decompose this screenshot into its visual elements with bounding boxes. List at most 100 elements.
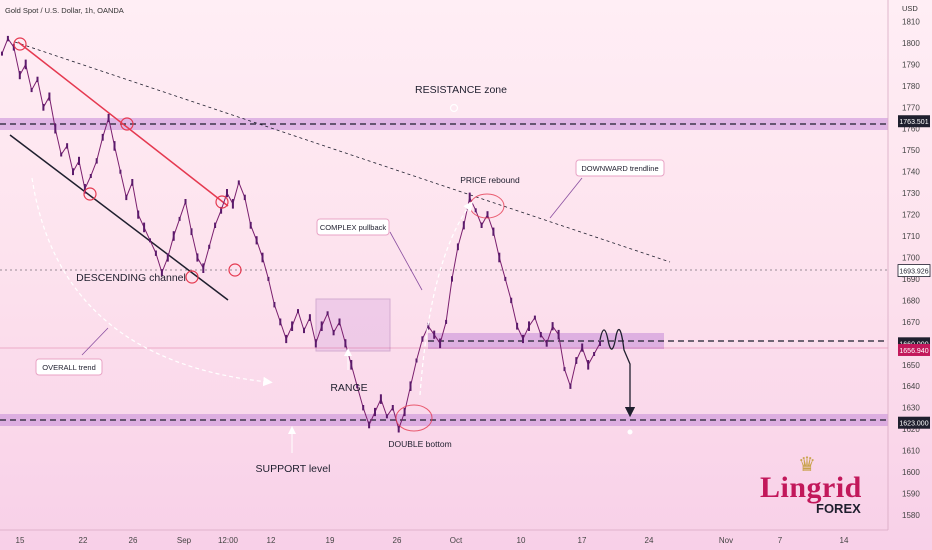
price-candle [12, 43, 15, 51]
price-candle [338, 318, 341, 326]
rebound-arrow [419, 201, 473, 396]
price-rebound-label: PRICE rebound [460, 175, 520, 185]
price-level-tag [898, 115, 930, 128]
support-label: SUPPORT level [256, 463, 331, 475]
x-tick-label: 15 [16, 536, 25, 545]
price-level-tag [898, 416, 930, 429]
price-candle [95, 158, 98, 164]
crown-icon: ♛ [798, 454, 816, 476]
x-axis-ticks: 15 22 26 Sep 12:00 12 19 26 Oct 10 17 24 Nov 7 14 [16, 536, 849, 545]
price-candle [439, 338, 442, 349]
price-candle [486, 211, 489, 218]
y-tick-label: 1730 [902, 189, 920, 198]
price-candle [226, 189, 228, 198]
price-candle [350, 360, 353, 370]
price-candle [551, 322, 554, 331]
price-candle [24, 59, 27, 70]
y-tick-label: 1640 [902, 382, 920, 391]
price-candle [474, 208, 477, 213]
price-candle [125, 194, 128, 201]
price-candle [397, 425, 400, 433]
x-tick-label: 19 [326, 536, 335, 545]
price-candle [196, 253, 199, 262]
price-candle [516, 322, 519, 330]
price-candle [421, 336, 424, 342]
swing-circle [120, 117, 134, 131]
price-candle [581, 343, 584, 352]
y-tick-label: 1800 [902, 39, 920, 48]
y-tick-label: 1670 [902, 318, 920, 327]
price-candle [593, 352, 596, 356]
lingrid-logo: ♛ Lingrid FOREX [760, 455, 870, 520]
price-candle [492, 227, 495, 236]
price-candle [575, 357, 578, 364]
price-candle [101, 133, 104, 141]
pullback-leader [389, 231, 423, 291]
price-candle [468, 192, 471, 203]
price-candle [137, 210, 140, 219]
price-candle [36, 76, 39, 83]
price-level-text: 1693.926 [899, 269, 928, 276]
price-candle [89, 174, 92, 178]
price-candle [60, 152, 63, 157]
x-tick-label: 7 [778, 536, 783, 545]
price-candle [445, 319, 448, 324]
price-level-text: 1763.501 [899, 119, 928, 126]
y-tick-label: 1590 [902, 490, 920, 499]
price-candle [178, 216, 181, 221]
y-tick-label: 1720 [902, 211, 920, 220]
symbol-title: Gold Spot / U.S. Dollar, 1h, OANDA [5, 6, 124, 15]
price-series [1, 35, 601, 433]
resistance-marker [449, 103, 459, 113]
swing-circle [83, 187, 97, 201]
y-tick-label: 1700 [902, 253, 920, 262]
price-candle [433, 330, 436, 339]
projection-path [599, 328, 636, 418]
price-candle [356, 384, 359, 389]
resistance-label: RESISTANCE zone [415, 84, 507, 96]
price-candle [6, 35, 9, 42]
x-tick-label: Sep [177, 536, 192, 545]
y-tick-label: 1780 [902, 82, 920, 91]
y-tick-label: 1770 [902, 103, 920, 112]
price-level-tag [897, 264, 931, 277]
x-tick-label: 14 [840, 536, 849, 545]
x-tick-label: 17 [578, 536, 587, 545]
complex-pullback-text: COMPLEX pullback [320, 223, 387, 232]
price-candle [243, 194, 246, 201]
channel-lower-line [9, 134, 229, 301]
currency-label: USD [902, 4, 918, 13]
price-candle [220, 206, 223, 214]
x-tick-label: 26 [393, 536, 402, 545]
y-tick-label: 1690 [902, 275, 920, 284]
price-candle [231, 199, 234, 209]
price-candle [314, 339, 317, 348]
price-candle [480, 222, 483, 228]
logo-sub: FOREX [816, 501, 861, 516]
price-candle [385, 414, 388, 419]
swing-circle [185, 270, 199, 284]
downward-trendline-box [575, 159, 665, 177]
price-candle [533, 315, 536, 320]
price-candle [462, 221, 465, 230]
price-candle [160, 269, 163, 276]
y-tick-label: 1790 [902, 60, 920, 69]
price-candle [107, 113, 110, 123]
double-bottom-label: DOUBLE bottom [388, 439, 451, 449]
price-candle [563, 367, 566, 372]
price-candle [54, 123, 57, 134]
price-candle [18, 71, 21, 80]
y-tick-label: 1630 [902, 404, 920, 413]
x-tick-label: 12:00 [218, 536, 239, 545]
price-candle [415, 358, 418, 363]
channel-upper-line [17, 41, 229, 207]
y-tick-label: 1620 [902, 425, 920, 434]
target-marker [627, 429, 633, 435]
price-candle [368, 421, 371, 429]
y-tick-label: 1760 [902, 125, 920, 134]
price-candle [362, 405, 365, 411]
x-tick-label: 26 [129, 536, 138, 545]
price-candle [297, 309, 299, 314]
